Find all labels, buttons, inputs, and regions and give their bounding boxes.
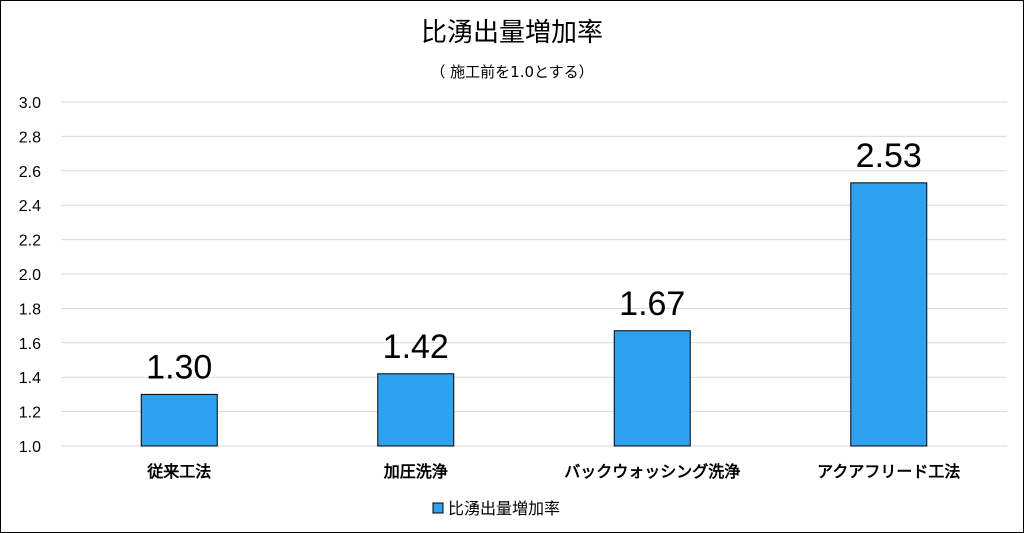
y-tick-label: 2.2 <box>19 233 41 250</box>
gridlines <box>61 101 1007 447</box>
y-tick-label: 1.6 <box>19 336 41 353</box>
bar <box>377 373 455 447</box>
legend-label: 比湧出量増加率 <box>448 499 560 518</box>
y-tick-label: 1.4 <box>19 370 41 387</box>
y-axis-ticks: 1.0 1.2 1.4 1.6 1.8 2.0 2.2 2.4 2.6 2.8 3.0 <box>19 95 41 456</box>
data-label: 1.67 <box>619 285 685 323</box>
chart-title: 比湧出量増加率 <box>421 18 603 48</box>
data-label: 1.30 <box>146 348 212 386</box>
x-tick-label: バックウォッシング洗浄 <box>564 462 740 481</box>
bars <box>140 182 928 447</box>
bar <box>140 393 218 447</box>
x-tick-label: アクアフリード工法 <box>817 462 960 481</box>
data-label: 2.53 <box>856 137 922 175</box>
y-tick-label: 2.0 <box>19 267 41 284</box>
bar <box>850 182 928 447</box>
x-tick-label: 従来工法 <box>146 462 211 481</box>
y-tick-label: 3.0 <box>19 95 41 112</box>
data-labels: 1.30 1.42 1.67 2.53 <box>146 137 922 387</box>
legend: 比湧出量増加率 <box>432 499 560 518</box>
legend-swatch <box>432 502 444 514</box>
y-tick-label: 1.2 <box>19 405 41 422</box>
x-axis-ticks: 従来工法 加圧洗浄 バックウォッシング洗浄 アクアフリード工法 <box>146 462 960 481</box>
y-tick-label: 1.8 <box>19 301 41 318</box>
x-tick-label: 加圧洗浄 <box>383 462 448 481</box>
y-tick-label: 2.8 <box>19 129 41 146</box>
y-tick-label: 2.4 <box>19 198 41 215</box>
chart-subtitle: （ 施工前を1.0とする） <box>430 63 593 81</box>
y-tick-label: 2.6 <box>19 164 41 181</box>
bar <box>613 330 691 447</box>
data-label: 1.42 <box>383 328 449 366</box>
y-tick-label: 1.0 <box>19 439 41 456</box>
